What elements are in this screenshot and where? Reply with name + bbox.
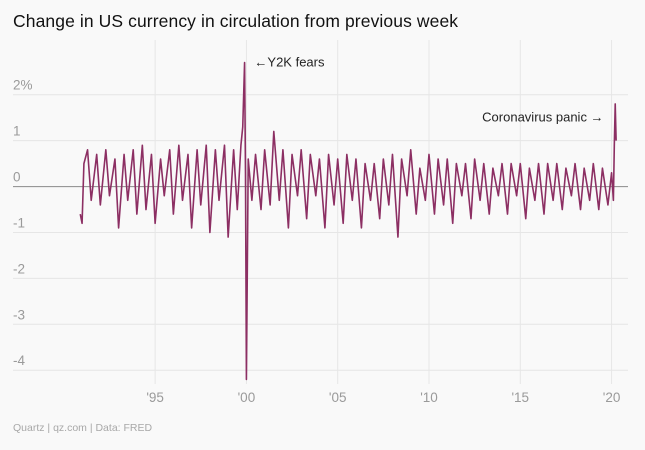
y-tick-label: -3 <box>13 307 25 322</box>
x-tick-label: '95 <box>146 390 164 405</box>
x-tick-label: '15 <box>511 390 529 405</box>
y-tick-label: 1 <box>13 124 21 139</box>
annotation-label: ←Y2K fears <box>254 55 325 70</box>
annotations: ←Y2K fears Coronavirus panic → <box>254 55 603 125</box>
x-tick-label: '20 <box>603 390 621 405</box>
y-tick-label: 2% <box>13 78 33 93</box>
x-tick-label: '05 <box>329 390 347 405</box>
y-tick-label: -1 <box>13 215 25 230</box>
horizontal-gridlines <box>13 94 628 371</box>
y-tick-label: -4 <box>13 353 25 368</box>
y-tick-label: 0 <box>13 170 21 185</box>
x-tick-label: '10 <box>420 390 438 405</box>
y-axis-ticks: 2% 1 0 -1 -2 -3 -4 <box>13 78 33 368</box>
source-credit: Quartz | qz.com | Data: FRED <box>13 422 153 434</box>
annotation-label: Coronavirus panic → <box>482 110 603 125</box>
y-tick-label: -2 <box>13 261 25 276</box>
chart-title: Change in US currency in circulation fro… <box>13 11 459 31</box>
series-layer <box>79 61 617 381</box>
x-tick-label: '00 <box>238 390 256 405</box>
series-line <box>79 61 617 381</box>
x-axis-ticks: '95 '00 '05 '10 '15 '20 <box>146 390 620 405</box>
